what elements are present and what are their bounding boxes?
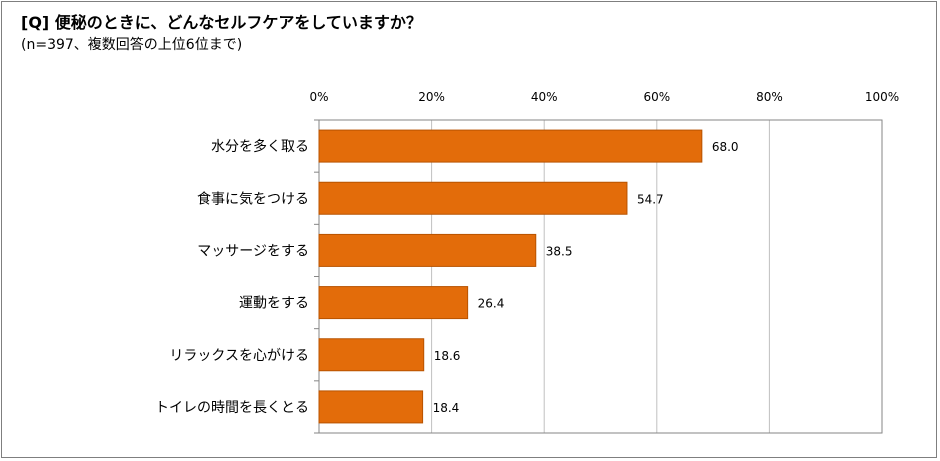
value-label-3: 26.4: [478, 297, 505, 311]
x-tick-label-5: 100%: [865, 90, 899, 104]
x-tick-label-0: 0%: [309, 90, 328, 104]
bar-5: [318, 390, 424, 424]
category-label-0: 水分を多く取る: [211, 138, 309, 155]
chart-title: [Q] 便秘のときに、どんなセルフケアをしていますか？: [21, 13, 422, 32]
x-tick-label-2: 40%: [531, 90, 558, 104]
category-label-2: マッサージをする: [197, 243, 309, 259]
bar-4: [318, 338, 425, 372]
x-tick-label-1: 20%: [418, 90, 445, 104]
category-label-3: 運動をする: [239, 296, 309, 312]
bar-2: [318, 233, 537, 267]
x-tick-label-4: 80%: [756, 90, 783, 104]
bar-3: [318, 286, 469, 320]
value-label-4: 18.6: [434, 349, 461, 363]
category-label-5: トイレの時間を長くとる: [155, 400, 309, 416]
chart-subtitle: (n=397、複数回答の上位6位まで): [21, 37, 243, 53]
plot-area: [318, 119, 883, 434]
category-label-4: リラックスを心がける: [169, 348, 309, 364]
value-label-2: 38.5: [546, 244, 573, 258]
bar-0: [318, 129, 703, 163]
x-tick-label-3: 60%: [643, 90, 670, 104]
bar-1: [318, 181, 628, 215]
category-label-1: 食事に気をつける: [197, 190, 309, 207]
value-label-1: 54.7: [637, 192, 664, 206]
value-label-0: 68.0: [712, 140, 739, 154]
value-label-5: 18.4: [433, 401, 460, 415]
